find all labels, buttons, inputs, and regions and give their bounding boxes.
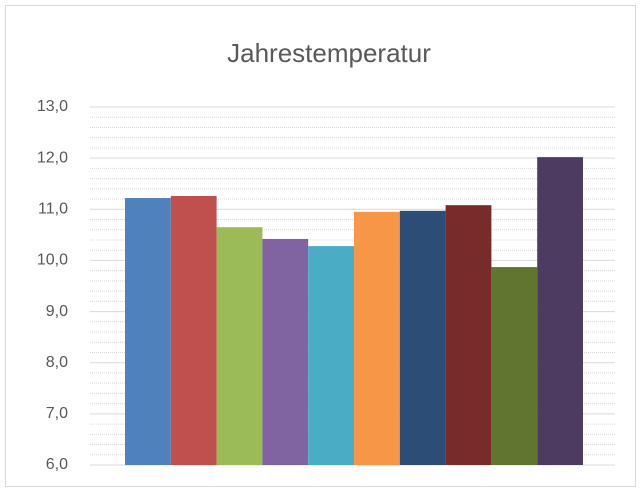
bar	[308, 246, 354, 465]
y-tick-label: 12,0	[37, 149, 68, 166]
y-tick-label: 7,0	[46, 405, 68, 422]
chart-title: Jahrestemperatur	[227, 38, 431, 68]
bar	[537, 157, 583, 465]
y-tick-label: 9,0	[46, 303, 68, 320]
bar	[399, 210, 446, 465]
bar	[354, 211, 400, 465]
bar	[445, 205, 492, 466]
y-tick-label: 13,0	[37, 98, 68, 115]
y-tick-label: 6,0	[46, 456, 68, 473]
bar	[170, 195, 217, 465]
bar	[216, 227, 263, 465]
y-tick-label: 10,0	[37, 252, 68, 269]
y-tick-label: 8,0	[46, 354, 68, 371]
bar	[491, 267, 538, 465]
bar	[125, 198, 171, 465]
bar	[262, 238, 309, 465]
y-tick-label: 11,0	[38, 201, 68, 218]
